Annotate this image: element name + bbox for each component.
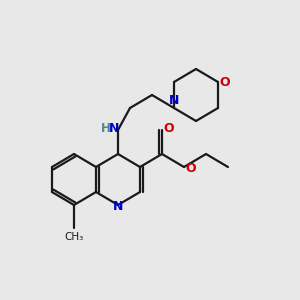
Text: O: O	[186, 161, 196, 175]
Text: H: H	[101, 122, 111, 134]
Text: O: O	[164, 122, 174, 136]
Text: N: N	[109, 122, 119, 134]
Text: CH₃: CH₃	[64, 232, 84, 242]
Text: N: N	[113, 200, 123, 212]
Text: N: N	[169, 94, 179, 107]
Text: O: O	[220, 76, 230, 88]
